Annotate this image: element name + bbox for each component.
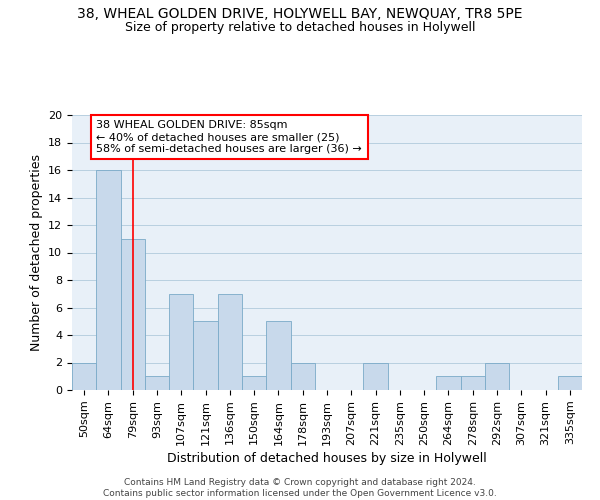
- Bar: [193, 322, 218, 390]
- Bar: [290, 362, 315, 390]
- Bar: [72, 362, 96, 390]
- Bar: [218, 294, 242, 390]
- Bar: [96, 170, 121, 390]
- Bar: [121, 239, 145, 390]
- Bar: [461, 376, 485, 390]
- Text: Contains HM Land Registry data © Crown copyright and database right 2024.
Contai: Contains HM Land Registry data © Crown c…: [103, 478, 497, 498]
- Text: 38, WHEAL GOLDEN DRIVE, HOLYWELL BAY, NEWQUAY, TR8 5PE: 38, WHEAL GOLDEN DRIVE, HOLYWELL BAY, NE…: [77, 8, 523, 22]
- Bar: [364, 362, 388, 390]
- Bar: [169, 294, 193, 390]
- Text: Size of property relative to detached houses in Holywell: Size of property relative to detached ho…: [125, 21, 475, 34]
- Bar: [436, 376, 461, 390]
- Bar: [558, 376, 582, 390]
- Bar: [145, 376, 169, 390]
- Bar: [485, 362, 509, 390]
- Bar: [266, 322, 290, 390]
- X-axis label: Distribution of detached houses by size in Holywell: Distribution of detached houses by size …: [167, 452, 487, 465]
- Bar: [242, 376, 266, 390]
- Text: 38 WHEAL GOLDEN DRIVE: 85sqm
← 40% of detached houses are smaller (25)
58% of se: 38 WHEAL GOLDEN DRIVE: 85sqm ← 40% of de…: [96, 120, 362, 154]
- Y-axis label: Number of detached properties: Number of detached properties: [29, 154, 43, 351]
